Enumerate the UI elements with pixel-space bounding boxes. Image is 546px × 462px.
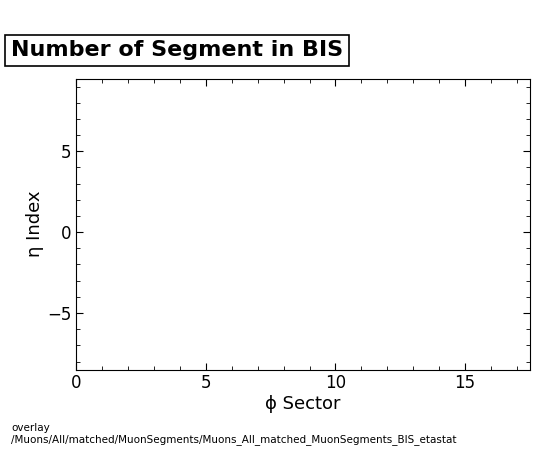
- X-axis label: ϕ Sector: ϕ Sector: [265, 395, 341, 413]
- Text: overlay: overlay: [11, 423, 50, 433]
- Text: Number of Segment in BIS: Number of Segment in BIS: [11, 40, 343, 60]
- Y-axis label: η Index: η Index: [26, 191, 44, 257]
- Text: /Muons/All/matched/MuonSegments/Muons_All_matched_MuonSegments_BIS_etastat: /Muons/All/matched/MuonSegments/Muons_Al…: [11, 434, 456, 445]
